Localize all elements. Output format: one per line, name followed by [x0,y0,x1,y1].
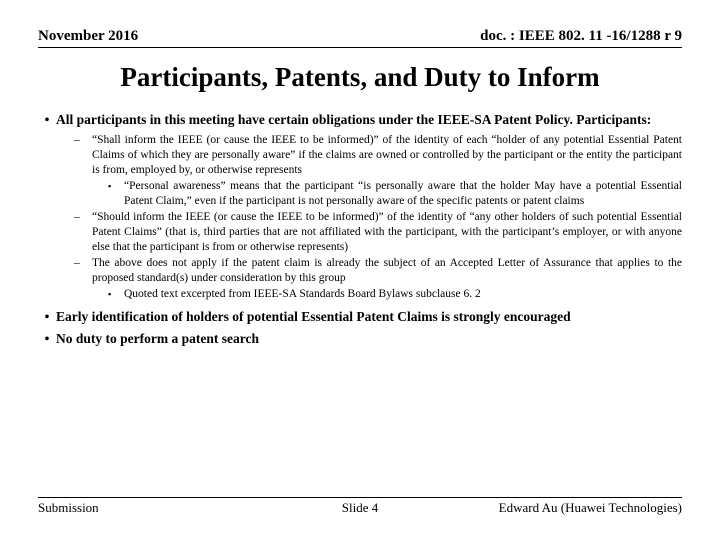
dash-icon: – [74,133,92,178]
square-icon: ▪ [108,287,124,302]
bullet-main-1-text: All participants in this meeting have ce… [56,111,682,129]
header: November 2016 doc. : IEEE 802. 11 -16/12… [38,28,682,48]
bullet-subsub-1-text: “Personal awareness” means that the part… [124,179,682,209]
bullet-main-3-text: No duty to perform a patent search [56,330,682,348]
bullet-dot-icon: • [38,111,56,129]
dash-icon: – [74,210,92,255]
page-title: Participants, Patents, and Duty to Infor… [38,62,682,93]
bullet-sub-2-text: “Should inform the IEEE (or cause the IE… [92,210,682,255]
footer-divider [38,497,682,498]
header-date: November 2016 [38,28,138,45]
bullet-sub-2: – “Should inform the IEEE (or cause the … [74,210,682,255]
sub-list: – “Shall inform the IEEE (or cause the I… [74,133,682,301]
bullet-dot-icon: • [38,330,56,348]
bullet-subsub-2-text: Quoted text excerpted from IEEE-SA Stand… [124,287,682,302]
bullet-sub-3: – The above does not apply if the patent… [74,256,682,286]
bullet-subsub-2: ▪ Quoted text excerpted from IEEE-SA Sta… [108,287,682,302]
bullet-main-2-text: Early identification of holders of poten… [56,308,682,326]
bullet-subsub-1: ▪ “Personal awareness” means that the pa… [108,179,682,209]
dash-icon: – [74,256,92,286]
footer: Submission Slide 4 Edward Au (Huawei Tec… [38,497,682,516]
bullet-main-3: • No duty to perform a patent search [38,330,682,348]
header-doc: doc. : IEEE 802. 11 -16/1288 r 9 [480,28,682,45]
square-icon: ▪ [108,179,124,209]
bullet-sub-3-text: The above does not apply if the patent c… [92,256,682,286]
bullet-sub-1-text: “Shall inform the IEEE (or cause the IEE… [92,133,682,178]
bullet-dot-icon: • [38,308,56,326]
bullet-main-2: • Early identification of holders of pot… [38,308,682,326]
bullet-sub-1: – “Shall inform the IEEE (or cause the I… [74,133,682,178]
bullet-main-1: • All participants in this meeting have … [38,111,682,129]
footer-center: Slide 4 [38,500,682,516]
